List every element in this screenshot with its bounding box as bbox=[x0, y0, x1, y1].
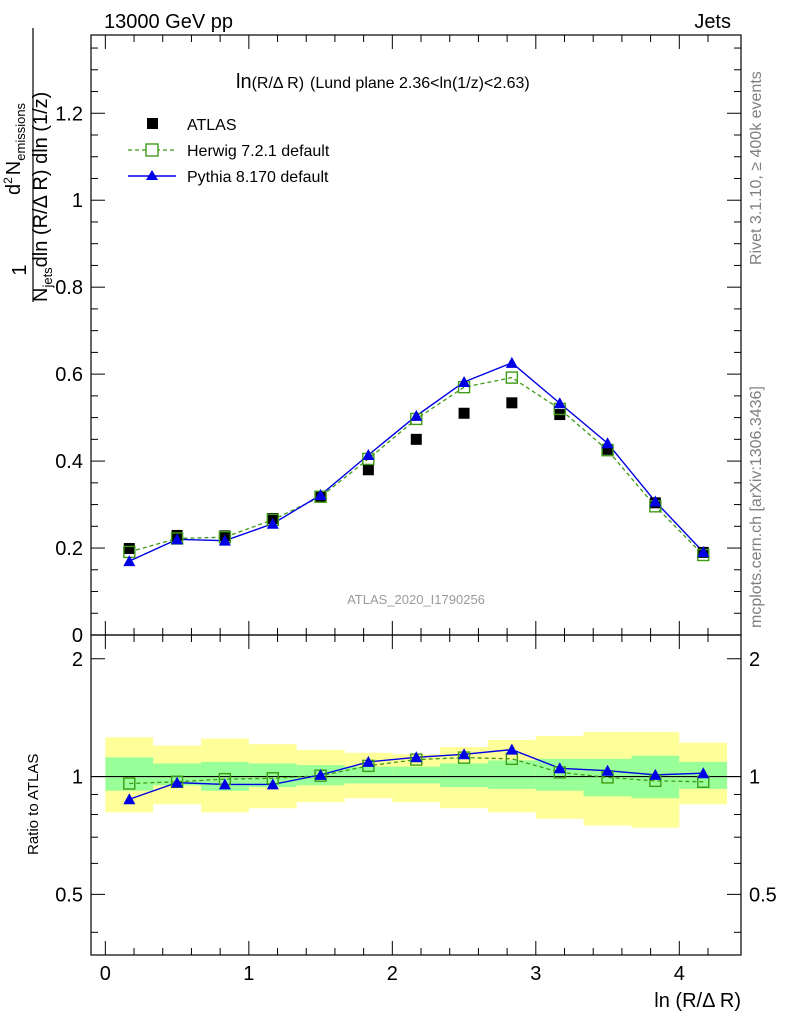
x-tick-label: 1 bbox=[243, 963, 254, 985]
ratio-pythia-point bbox=[171, 776, 184, 788]
ratio-y-tick-label: 0.5 bbox=[55, 884, 83, 906]
ratio-y-tick-label-right: 2 bbox=[749, 649, 760, 671]
ratio-plot: 0.5 0.5 1 1 2 2 0 1 2 3 4 bbox=[55, 634, 777, 985]
atlas-point bbox=[410, 433, 422, 445]
pythia-point bbox=[410, 409, 423, 421]
legend-label-herwig: Herwig 7.2.1 default bbox=[187, 143, 330, 160]
ratio-pythia-point bbox=[218, 778, 231, 790]
y-tick-label: 0 bbox=[72, 625, 83, 647]
uncertainty-band-inner bbox=[392, 766, 441, 784]
pythia-point bbox=[266, 517, 279, 529]
legend-label-atlas: ATLAS bbox=[187, 117, 237, 134]
ratio-pythia-point bbox=[362, 755, 375, 767]
uncertainty-band-inner bbox=[440, 763, 489, 788]
y-tick-label: 1 bbox=[72, 190, 83, 212]
legend-label-pythia: Pythia 8.170 default bbox=[187, 169, 329, 186]
y-tick-label: 1.2 bbox=[55, 103, 83, 125]
chart-title: ln(R/Δ R) (Lund plane 2.36<ln(1/z)<2.63) bbox=[236, 71, 530, 93]
uncertainty-band-inner bbox=[248, 763, 297, 788]
x-axis-title: ln (R/Δ R) bbox=[654, 990, 741, 1012]
ratio-pythia-point bbox=[410, 751, 423, 763]
uncertainty-band-inner bbox=[344, 766, 393, 784]
ratio-pythia-point bbox=[697, 767, 710, 779]
pythia-point bbox=[601, 437, 614, 449]
ratio-pythia-point bbox=[458, 748, 471, 760]
legend-marker-pythia bbox=[146, 170, 158, 180]
pythia-line bbox=[129, 362, 704, 562]
ratio-y-tick-label: 2 bbox=[72, 649, 83, 671]
mcplots-label: mcplots.cern.ch [arXiv:1306.3436] bbox=[748, 386, 765, 628]
pythia-point bbox=[458, 375, 471, 387]
ratio-plot-frame bbox=[90, 634, 742, 956]
ratio-y-tick-label-right: 1 bbox=[749, 767, 760, 789]
ratio-pythia-point bbox=[266, 778, 279, 790]
atlas-point bbox=[506, 397, 518, 409]
pythia-point bbox=[362, 449, 375, 460]
x-tick-label: 0 bbox=[100, 963, 111, 985]
atlas-point bbox=[362, 464, 374, 476]
ylabel-numerator: d2Nemissions bbox=[1, 102, 28, 195]
ratio-pythia-point bbox=[123, 793, 136, 805]
ratio-pythia-point bbox=[314, 768, 327, 780]
pythia-point bbox=[218, 534, 231, 546]
pythia-point bbox=[505, 356, 518, 368]
uncertainty-band-inner bbox=[583, 758, 632, 797]
ratio-y-axis-title: Ratio to ATLAS bbox=[25, 754, 42, 855]
uncertainty-band-inner bbox=[488, 760, 536, 789]
atlas-point bbox=[123, 542, 135, 554]
pythia-point bbox=[314, 489, 327, 500]
ylabel-one: 1 bbox=[9, 264, 31, 275]
pythia-point bbox=[123, 555, 136, 567]
analysis-watermark: ATLAS_2020_I1790256 bbox=[347, 592, 485, 607]
uncertainty-band-inner bbox=[153, 763, 202, 786]
ratio-pythia-point bbox=[505, 743, 518, 755]
atlas-point bbox=[458, 407, 470, 419]
y-tick-label: 0.4 bbox=[55, 451, 83, 473]
ratio-pythia-point bbox=[649, 768, 662, 780]
y-tick-label: 0.6 bbox=[55, 364, 83, 386]
pythia-point bbox=[171, 533, 184, 545]
rivet-label: Rivet 3.1.10, ≥ 400k events bbox=[748, 71, 765, 265]
main-plot: 0 0.2 0.4 0.6 0.8 1 1.2 bbox=[55, 34, 742, 647]
legend-marker-atlas bbox=[147, 118, 158, 129]
upper-y-axis-title: 1 Njetsdln (R/Δ R) dln (1/z) d2Nemission… bbox=[1, 28, 55, 302]
x-tick-label: 2 bbox=[387, 963, 398, 985]
atlas-point bbox=[602, 443, 614, 455]
uncertainty-band-inner bbox=[105, 757, 154, 791]
y-tick-label: 0.8 bbox=[55, 277, 83, 299]
pythia-point bbox=[697, 545, 710, 557]
pythia-point bbox=[649, 495, 662, 507]
ratio-pythia-point bbox=[601, 764, 614, 776]
ylabel-denominator: Njetsdln (R/Δ R) dln (1/z) bbox=[30, 92, 55, 302]
x-tick-label: 3 bbox=[530, 963, 541, 985]
y-tick-label: 0.2 bbox=[55, 538, 83, 560]
ratio-y-tick-label: 1 bbox=[72, 767, 83, 789]
energy-label: 13000 GeV pp bbox=[104, 11, 233, 33]
herwig-line bbox=[129, 376, 704, 556]
legend-marker-herwig bbox=[145, 143, 159, 157]
ratio-herwig-point bbox=[123, 777, 136, 790]
pythia-point bbox=[553, 397, 566, 409]
legend: ATLAS Herwig 7.2.1 default Pythia 8.170 … bbox=[128, 117, 330, 186]
x-tick-label: 4 bbox=[674, 963, 685, 985]
ratio-y-tick-label-right: 0.5 bbox=[749, 884, 777, 906]
herwig-point bbox=[505, 371, 519, 384]
ratio-pythia-point bbox=[553, 762, 566, 774]
process-label: Jets bbox=[694, 11, 731, 33]
